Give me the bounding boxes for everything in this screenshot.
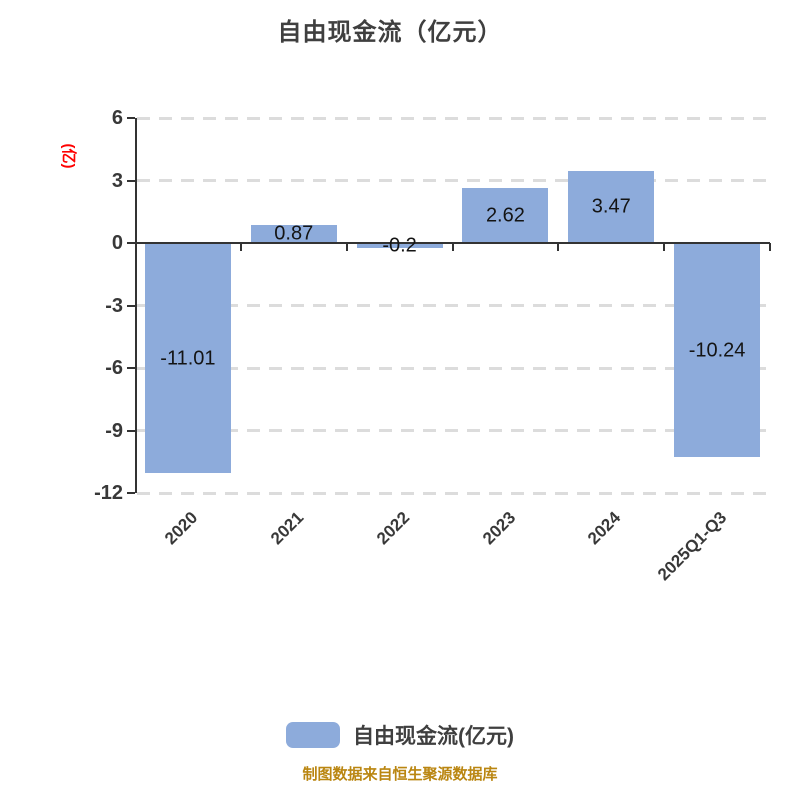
y-gridline: [137, 491, 770, 495]
bar-value-label: 2.62: [485, 204, 525, 227]
legend: 自由现金流(亿元): [0, 720, 800, 750]
x-tick-label-text: 2020: [161, 508, 202, 549]
bar: [568, 170, 655, 243]
y-tick: [127, 367, 135, 369]
plot-area: 6 3 0 -3 -6 -9 -12 -11.01 2020 0.87 2021 -0.2 2022 2.…: [94, 107, 771, 584]
bar: [250, 224, 337, 243]
y-tick-label: 6: [111, 107, 123, 129]
y-tick-label: -9: [105, 419, 123, 442]
bar-value-label: 0.87: [274, 222, 314, 245]
bar-value-label: -11.01: [160, 347, 216, 370]
x-tick-label-text: 2022: [372, 508, 414, 549]
chart-title: 自由现金流（亿元）: [277, 19, 503, 46]
y-tick: [127, 304, 135, 307]
x-tick: [557, 243, 560, 251]
x-tick: [769, 243, 771, 251]
x-tick-label-text: 2021: [267, 508, 308, 549]
y-gridline: [137, 429, 770, 432]
bar: [674, 244, 761, 458]
y-tick: [127, 179, 135, 182]
x-tick: [663, 243, 666, 251]
data-source-note: 制图数据来自恒生聚源数据库: [302, 766, 498, 783]
y-tick-label: -6: [105, 357, 123, 379]
y-tick-label: -12: [94, 482, 123, 504]
x-tick-label-text: 2024: [584, 508, 625, 549]
bar: [356, 244, 443, 249]
y-gridline: [137, 366, 770, 370]
x-tick: [451, 243, 454, 251]
bar-value-label: 3.47: [591, 195, 631, 218]
bar: [462, 188, 549, 243]
bar: [144, 244, 231, 474]
legend-swatch: [286, 722, 340, 748]
y-tick-label: 0: [111, 232, 123, 254]
y-tick-label: -3: [105, 294, 123, 317]
y-tick: [127, 117, 135, 119]
x-tick-label-text: 2023: [478, 508, 519, 549]
bar-value-label: -0.2: [382, 234, 417, 257]
y-tick: [127, 429, 135, 432]
y-gridline: [137, 179, 770, 182]
legend-label: 自由现金流(亿元): [353, 725, 514, 748]
y-gridline: [137, 304, 770, 307]
y-axis-line: [135, 118, 137, 493]
y-tick-label: 3: [111, 169, 123, 192]
y-tick: [127, 492, 135, 494]
y-tick: [127, 242, 135, 244]
bar-value-label: -10.24: [688, 339, 746, 362]
y-gridline: [137, 116, 770, 120]
x-tick: [345, 243, 348, 251]
x-tick-label-text: 2025Q1-Q3: [654, 508, 731, 585]
x-tick: [239, 243, 242, 251]
